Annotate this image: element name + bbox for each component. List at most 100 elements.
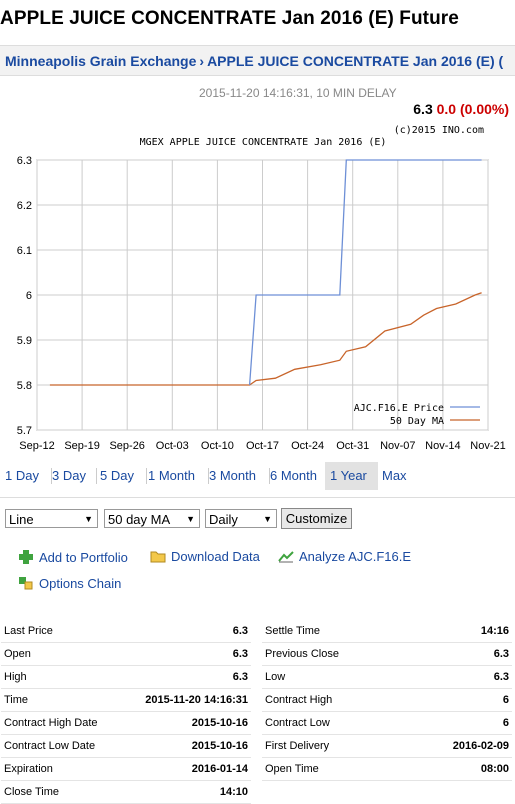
page-title: APPLE JUICE CONCENTRATE Jan 2016 (E) Fut… bbox=[0, 8, 459, 29]
stat-value: 14:10 bbox=[120, 780, 251, 804]
stat-value: 6.3 bbox=[120, 642, 251, 666]
stat-label: Open bbox=[1, 642, 121, 666]
y-tick-label: 6.1 bbox=[17, 245, 32, 257]
stat-row: First Delivery 2016-02-09 bbox=[262, 734, 512, 758]
chart-line-icon bbox=[278, 549, 294, 566]
breadcrumb-contract[interactable]: APPLE JUICE CONCENTRATE Jan 2016 (E) bbox=[207, 53, 495, 69]
stat-row: Close Time 14:10 bbox=[1, 780, 251, 804]
range-6-month[interactable]: 6 Month bbox=[265, 462, 331, 490]
options-chain-link[interactable]: Options Chain bbox=[18, 575, 121, 594]
range-1-day[interactable]: 1 Day bbox=[0, 462, 52, 490]
analyze-link[interactable]: Analyze AJC.F16.E bbox=[278, 549, 411, 566]
stat-value: 08:00 bbox=[402, 757, 512, 781]
stat-row: Contract Low Date 2015-10-16 bbox=[1, 734, 251, 758]
x-tick-label: Sep-26 bbox=[109, 440, 144, 452]
stat-value: 6.3 bbox=[402, 665, 512, 689]
stat-row: Previous Close 6.3 bbox=[262, 642, 512, 666]
stat-value: 2016-02-09 bbox=[402, 734, 512, 758]
x-tick-label: Nov-07 bbox=[380, 440, 415, 452]
stat-value: 2016-01-14 bbox=[120, 757, 251, 781]
stat-label: Contract High bbox=[262, 688, 403, 712]
stat-row: Contract Low 6 bbox=[262, 711, 512, 735]
y-tick-label: 6.2 bbox=[17, 200, 32, 212]
stat-row: Low 6.3 bbox=[262, 665, 512, 689]
customize-button[interactable]: Customize bbox=[281, 508, 352, 529]
price-chart: MGEX APPLE JUICE CONCENTRATE Jan 2016 (E… bbox=[0, 120, 515, 465]
stat-value: 2015-10-16 bbox=[120, 734, 251, 758]
stat-row: Open 6.3 bbox=[1, 642, 251, 666]
range-1-month[interactable]: 1 Month bbox=[143, 462, 209, 490]
breadcrumb-extra: ( bbox=[498, 53, 504, 69]
chart-type-select[interactable]: Line ▼ bbox=[5, 509, 98, 528]
price-series-line bbox=[248, 159, 482, 386]
indicator-select[interactable]: 50 day MA ▼ bbox=[104, 509, 200, 528]
x-tick-label: Nov-14 bbox=[425, 440, 460, 452]
stat-label: High bbox=[1, 665, 121, 689]
stat-label: Previous Close bbox=[262, 642, 403, 666]
stat-row: Open Time 08:00 bbox=[262, 757, 512, 781]
chart-copyright: (c)2015 INO.com bbox=[394, 125, 484, 136]
stat-row: Settle Time 14:16 bbox=[262, 620, 512, 643]
range-5-day[interactable]: 5 Day bbox=[95, 462, 147, 490]
stats-table-right: Settle Time 14:16 Previous Close 6.3 Low 6.3 C… bbox=[262, 620, 512, 781]
x-tick-label: Oct-17 bbox=[246, 440, 279, 452]
x-tick-label: Oct-03 bbox=[156, 440, 189, 452]
x-tick-label: Oct-31 bbox=[336, 440, 369, 452]
stat-value: 6.3 bbox=[402, 642, 512, 666]
stat-value: 2015-10-16 bbox=[120, 711, 251, 735]
chart-title: MGEX APPLE JUICE CONCENTRATE Jan 2016 (E… bbox=[140, 137, 387, 148]
breadcrumb-exchange[interactable]: Minneapolis Grain Exchange bbox=[5, 53, 197, 69]
chevron-down-icon: ▼ bbox=[263, 514, 272, 524]
stat-value: 6.3 bbox=[120, 620, 251, 643]
y-tick-label: 5.8 bbox=[17, 380, 32, 392]
options-icon bbox=[18, 575, 34, 594]
range-3-day[interactable]: 3 Day bbox=[47, 462, 97, 490]
stat-value: 6.3 bbox=[120, 665, 251, 689]
stat-row: Contract High Date 2015-10-16 bbox=[1, 711, 251, 735]
divider bbox=[0, 497, 515, 498]
range-selector: 1 Day 3 Day 5 Day 1 Month 3 Month 6 Mont… bbox=[0, 462, 515, 490]
range-1-year[interactable]: 1 Year bbox=[325, 462, 378, 490]
interval-select[interactable]: Daily ▼ bbox=[205, 509, 277, 528]
stat-label: Settle Time bbox=[262, 620, 403, 643]
legend-label: AJC.F16.E Price bbox=[354, 403, 444, 414]
stat-label: Close Time bbox=[1, 780, 121, 804]
quote-timestamp: 2015-11-20 14:16:31, 10 MIN DELAY bbox=[199, 86, 397, 100]
stat-label: Time bbox=[1, 688, 121, 712]
breadcrumb: Minneapolis Grain Exchange › APPLE JUICE C… bbox=[0, 45, 515, 76]
y-tick-label: 5.7 bbox=[17, 425, 32, 437]
stat-label: Open Time bbox=[262, 757, 403, 781]
x-tick-label: Sep-19 bbox=[64, 440, 99, 452]
stat-value: 6 bbox=[402, 688, 512, 712]
stat-label: Contract High Date bbox=[1, 711, 121, 735]
stats-table-left: Last Price 6.3 Open 6.3 High 6.3 Time 2015-11-2… bbox=[1, 620, 251, 804]
plus-icon bbox=[18, 549, 34, 568]
range-max[interactable]: Max bbox=[382, 468, 407, 483]
stat-value: 2015-11-20 14:16:31 bbox=[120, 688, 251, 712]
stat-value: 14:16 bbox=[402, 620, 512, 643]
stat-label: Last Price bbox=[1, 620, 121, 643]
stat-row: Time 2015-11-20 14:16:31 bbox=[1, 688, 251, 712]
folder-icon bbox=[150, 549, 166, 566]
ma-series-line bbox=[49, 292, 482, 386]
range-3-month[interactable]: 3 Month bbox=[204, 462, 270, 490]
stat-label: Contract Low Date bbox=[1, 734, 121, 758]
quote-summary: 6.3 0.0 (0.00%) bbox=[413, 101, 509, 117]
price-chart-svg: MGEX APPLE JUICE CONCENTRATE Jan 2016 (E… bbox=[17, 125, 506, 452]
x-tick-label: Nov-21 bbox=[470, 440, 505, 452]
x-tick-label: Oct-10 bbox=[201, 440, 234, 452]
x-tick-label: Sep-12 bbox=[19, 440, 54, 452]
chevron-down-icon: ▼ bbox=[186, 514, 195, 524]
stat-value: 6 bbox=[402, 711, 512, 735]
add-to-portfolio-link[interactable]: Add to Portfolio bbox=[18, 549, 128, 568]
stat-label: Expiration bbox=[1, 757, 121, 781]
download-data-link[interactable]: Download Data bbox=[150, 549, 260, 566]
y-tick-label: 6.3 bbox=[17, 155, 32, 167]
stat-label: Contract Low bbox=[262, 711, 403, 735]
stat-row: Last Price 6.3 bbox=[1, 620, 251, 643]
x-tick-label: Oct-24 bbox=[291, 440, 324, 452]
stat-row: Expiration 2016-01-14 bbox=[1, 757, 251, 781]
stat-label: Low bbox=[262, 665, 403, 689]
chevron-down-icon: ▼ bbox=[84, 514, 93, 524]
stat-label: First Delivery bbox=[262, 734, 403, 758]
